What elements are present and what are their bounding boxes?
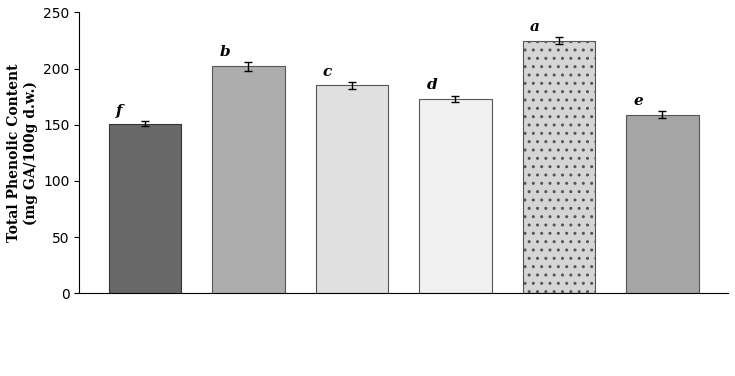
Text: e: e (634, 94, 643, 108)
Bar (109, 124, 182, 293)
Y-axis label: Total Phenolic Content
(mg GA/100g d.w.): Total Phenolic Content (mg GA/100g d.w.) (7, 64, 37, 242)
Bar (316, 85, 388, 293)
Text: f: f (116, 104, 123, 118)
Text: d: d (426, 78, 437, 92)
Bar (419, 99, 492, 293)
Bar (523, 41, 595, 293)
Text: a: a (530, 20, 539, 34)
Bar (212, 67, 284, 293)
Text: c: c (323, 65, 332, 79)
Bar (626, 115, 698, 293)
Text: b: b (220, 44, 230, 59)
